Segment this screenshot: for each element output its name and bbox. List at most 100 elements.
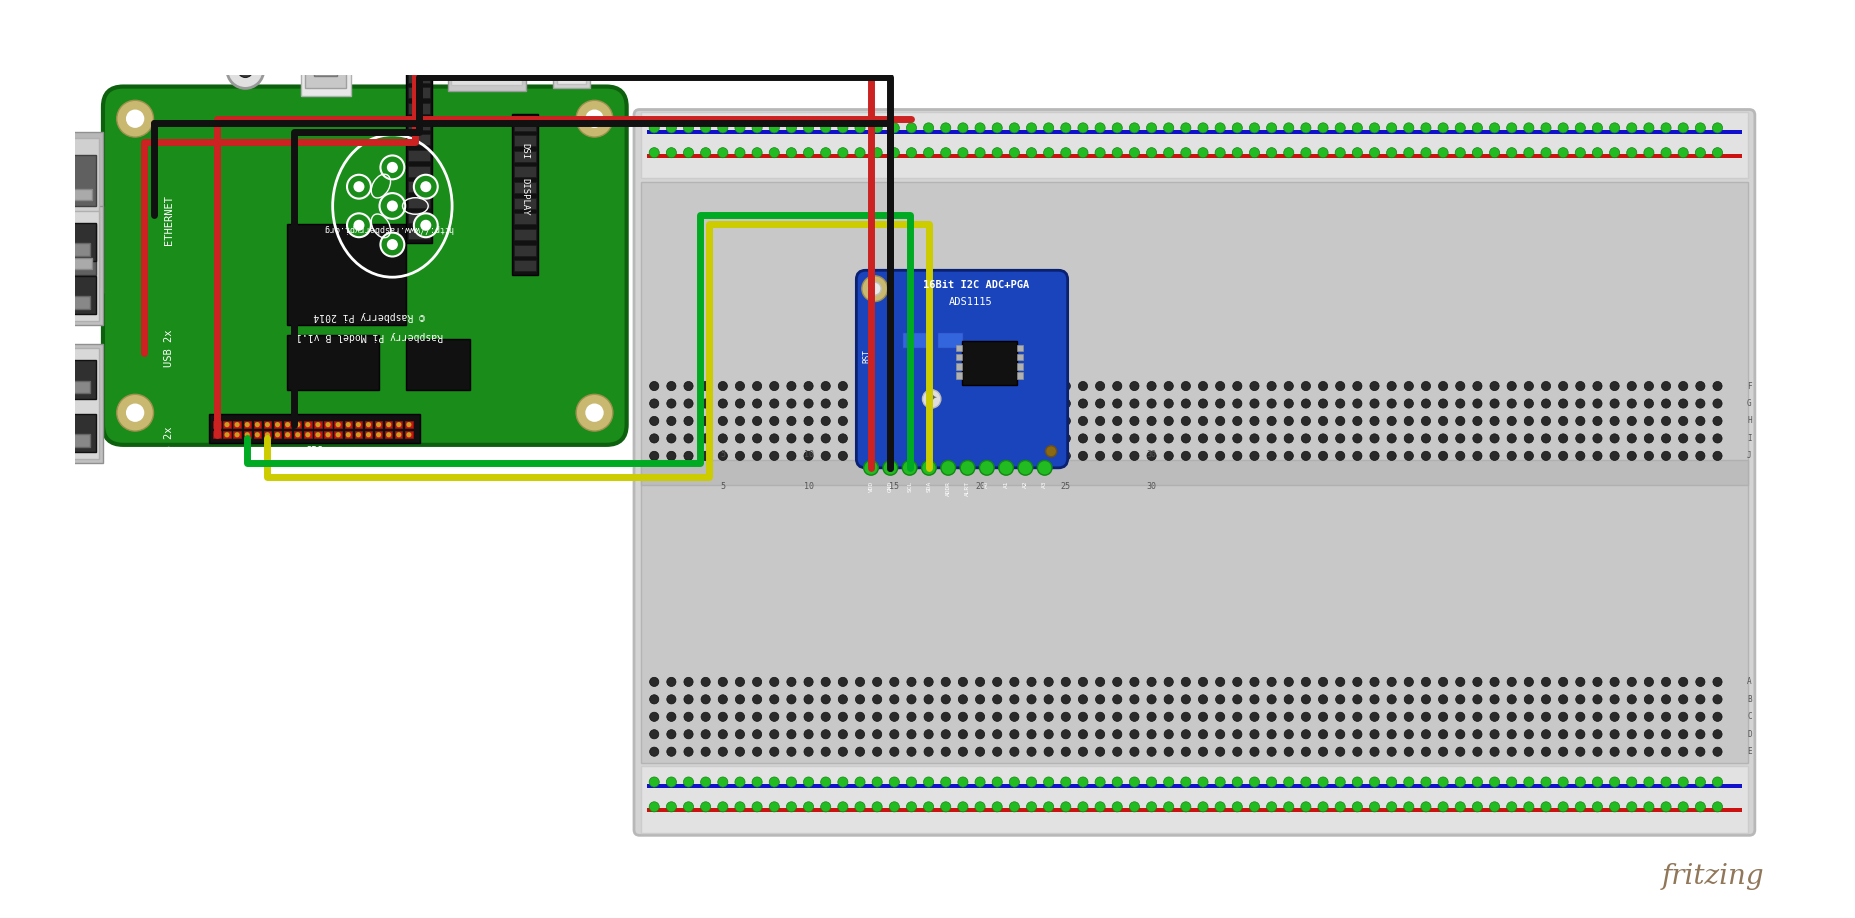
Circle shape [1094, 747, 1104, 756]
Text: GND: GND [887, 481, 892, 492]
Circle shape [889, 417, 898, 426]
Circle shape [855, 747, 864, 756]
Text: SCL: SCL [907, 481, 911, 492]
Circle shape [1369, 730, 1378, 739]
Circle shape [1644, 730, 1653, 739]
Circle shape [1111, 730, 1120, 739]
Circle shape [1267, 417, 1276, 426]
Circle shape [924, 747, 933, 756]
Circle shape [1694, 777, 1705, 787]
Circle shape [1542, 677, 1549, 687]
Text: Power: Power [566, 28, 577, 57]
Circle shape [1026, 148, 1035, 158]
Circle shape [1284, 801, 1293, 812]
Circle shape [1523, 452, 1532, 461]
Text: ✦: ✦ [926, 392, 937, 406]
Circle shape [1094, 399, 1104, 409]
Circle shape [1506, 148, 1516, 158]
Circle shape [1523, 730, 1532, 739]
Circle shape [1336, 452, 1345, 461]
Bar [334, 421, 341, 429]
Circle shape [380, 232, 404, 256]
Circle shape [666, 801, 675, 812]
Circle shape [751, 677, 761, 687]
Circle shape [1369, 123, 1378, 133]
Circle shape [1542, 452, 1549, 461]
Text: 30: 30 [1146, 482, 1156, 490]
Bar [514, 197, 536, 208]
Circle shape [1490, 382, 1499, 391]
Text: fritzing: fritzing [1660, 864, 1762, 890]
Circle shape [1627, 417, 1636, 426]
Text: I: I [1746, 434, 1751, 442]
Circle shape [820, 712, 829, 722]
Circle shape [1061, 123, 1070, 133]
Circle shape [718, 452, 727, 461]
Circle shape [226, 51, 263, 88]
Circle shape [1471, 777, 1482, 787]
Circle shape [1473, 382, 1480, 391]
Circle shape [1078, 452, 1087, 461]
Circle shape [1644, 399, 1653, 409]
Bar [408, 134, 430, 145]
Circle shape [924, 677, 933, 687]
Circle shape [683, 712, 692, 722]
Circle shape [1523, 677, 1532, 687]
Circle shape [666, 695, 675, 704]
Circle shape [1660, 123, 1670, 133]
Circle shape [414, 213, 438, 237]
Circle shape [386, 200, 397, 211]
Circle shape [1336, 399, 1345, 409]
Circle shape [974, 777, 985, 787]
Circle shape [1232, 777, 1241, 787]
Circle shape [976, 695, 985, 704]
Bar [503, 50, 510, 55]
Circle shape [1625, 777, 1636, 787]
Circle shape [770, 452, 779, 461]
Circle shape [304, 422, 310, 427]
Circle shape [1317, 434, 1326, 443]
Text: Raspberry Pi Model B v1.1: Raspberry Pi Model B v1.1 [295, 331, 443, 341]
Bar [514, 213, 536, 224]
Circle shape [356, 432, 360, 437]
Text: A3: A3 [1043, 481, 1046, 488]
Circle shape [1369, 712, 1378, 722]
Circle shape [872, 801, 881, 812]
Text: Audio: Audio [243, 24, 254, 53]
Circle shape [1712, 434, 1721, 443]
Circle shape [1111, 434, 1120, 443]
Circle shape [1009, 747, 1018, 756]
Circle shape [1677, 747, 1686, 756]
Circle shape [575, 395, 612, 431]
Circle shape [1232, 801, 1241, 812]
Circle shape [584, 404, 603, 422]
Circle shape [1267, 730, 1276, 739]
Bar [313, 421, 321, 429]
Circle shape [940, 417, 950, 426]
Circle shape [820, 417, 829, 426]
Bar [955, 373, 961, 379]
Circle shape [234, 432, 239, 437]
Circle shape [265, 422, 269, 427]
Circle shape [1061, 434, 1070, 443]
Circle shape [649, 452, 659, 461]
Circle shape [735, 417, 744, 426]
Circle shape [1556, 148, 1567, 158]
Circle shape [1198, 417, 1208, 426]
Circle shape [1018, 461, 1031, 476]
Bar [317, 42, 325, 55]
Circle shape [803, 452, 812, 461]
Circle shape [883, 461, 898, 476]
Circle shape [957, 434, 966, 443]
Circle shape [1542, 712, 1549, 722]
Circle shape [889, 777, 900, 787]
Circle shape [992, 677, 1002, 687]
Circle shape [1608, 730, 1618, 739]
Circle shape [751, 801, 762, 812]
Circle shape [768, 148, 779, 158]
Circle shape [1026, 452, 1035, 461]
Circle shape [295, 432, 301, 437]
Circle shape [751, 148, 762, 158]
Circle shape [1215, 399, 1224, 409]
Circle shape [1215, 148, 1224, 158]
